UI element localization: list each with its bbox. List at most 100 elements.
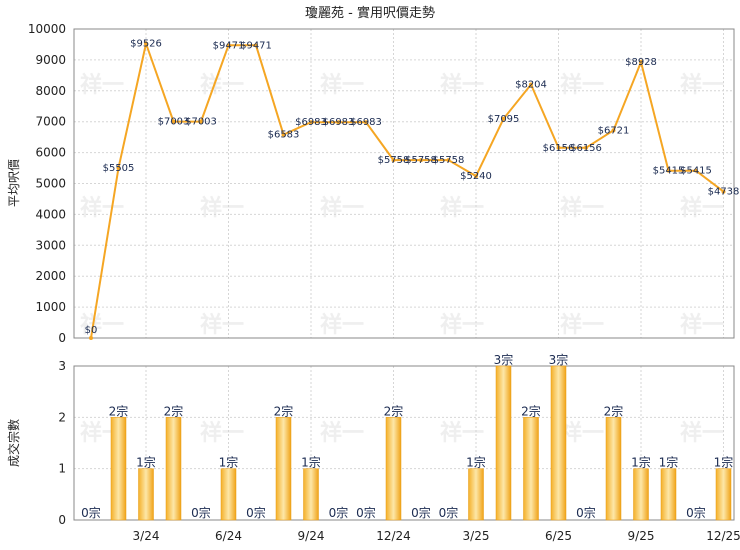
price-y-tick-label: 6000 xyxy=(35,146,66,160)
price-point-label: $6721 xyxy=(598,125,630,136)
count-bar xyxy=(633,468,649,521)
price-point xyxy=(501,116,506,121)
watermark-text: 祥一 xyxy=(200,312,244,338)
price-point-label: $5505 xyxy=(103,163,135,174)
price-y-tick-label: 4000 xyxy=(35,207,66,221)
price-y-tick-label: 5000 xyxy=(35,177,66,191)
x-tick-label: 3/25 xyxy=(463,529,490,543)
watermark-text: 祥一 xyxy=(200,195,244,221)
count-bar xyxy=(523,417,539,521)
x-tick-label: 12/25 xyxy=(706,529,740,543)
count-bar xyxy=(495,365,512,521)
price-point-label: $6156 xyxy=(570,143,602,154)
price-y-tick-label: 9000 xyxy=(35,53,66,67)
watermark-text: 祥一 xyxy=(440,420,484,446)
x-tick-label: 12/24 xyxy=(376,529,411,543)
count-bar-label: 1宗 xyxy=(631,455,651,470)
price-point-label: $5758 xyxy=(405,155,437,166)
count-bar-label: 1宗 xyxy=(136,455,156,470)
watermark-text: 祥一 xyxy=(320,72,364,98)
price-point xyxy=(474,174,478,179)
price-y-ticks: 0 1000 2000 3000 4000 5000 6000 7000 8000 9000 100… xyxy=(28,22,66,345)
price-point xyxy=(116,165,121,170)
count-bar-label: 1宗 xyxy=(714,455,734,470)
price-point xyxy=(226,43,231,48)
price-point xyxy=(419,158,423,163)
price-y-axis-label: 平均呎價 xyxy=(7,159,21,207)
price-gridlines xyxy=(74,29,734,338)
count-bar-label: 3宗 xyxy=(549,352,569,367)
count-bar xyxy=(110,417,127,521)
price-point xyxy=(391,158,396,163)
price-point-label: $5240 xyxy=(460,171,492,182)
watermark-text: 祥一 xyxy=(560,195,604,221)
price-point xyxy=(144,41,148,46)
price-y-tick-label: 2000 xyxy=(35,269,66,283)
x-tick-label: 6/24 xyxy=(215,529,242,543)
watermark-text: 祥一 xyxy=(200,72,244,98)
price-point-label: $9471 xyxy=(213,40,245,51)
watermark-text: 祥一 xyxy=(680,312,724,338)
price-point xyxy=(639,60,643,65)
price-point-label: $5758 xyxy=(378,155,410,166)
watermark-text: 祥一 xyxy=(680,195,724,221)
price-point xyxy=(721,189,726,194)
price-y-tick-label: 3000 xyxy=(35,238,66,252)
watermark-text: 祥一 xyxy=(80,72,124,98)
count-bar xyxy=(385,417,402,521)
count-bar xyxy=(605,417,622,521)
price-point-label: $4738 xyxy=(708,187,740,198)
count-y-ticks: 0 1 2 3 xyxy=(58,359,66,527)
price-point xyxy=(446,158,451,163)
watermark-text: 祥一 xyxy=(560,312,604,338)
price-point xyxy=(584,145,588,150)
count-bar-label: 2宗 xyxy=(109,403,129,418)
count-y-tick-label: 1 xyxy=(58,462,66,476)
price-point-label: $9471 xyxy=(240,40,272,51)
price-y-tick-label: 0 xyxy=(58,331,66,345)
price-point xyxy=(556,145,561,150)
price-point xyxy=(666,168,671,173)
watermark-text: 祥一 xyxy=(320,195,364,221)
count-bar-label: 2宗 xyxy=(604,403,624,418)
chart-title: 瓊麗苑 - 實用呎價走勢 xyxy=(305,5,435,21)
count-y-axis-label: 成交宗數 xyxy=(6,419,21,467)
price-point-label: $6983 xyxy=(295,117,327,128)
watermark-text: 祥一 xyxy=(440,72,484,98)
x-tick-label: 9/24 xyxy=(298,529,325,543)
watermark-text: 祥一 xyxy=(560,420,604,446)
price-point-label: $0 xyxy=(85,325,98,336)
price-point xyxy=(611,128,616,133)
count-bar-label: 3宗 xyxy=(494,352,514,367)
price-point-label: $8928 xyxy=(625,57,657,68)
count-y-tick-label: 2 xyxy=(58,410,66,424)
price-point-label: $5758 xyxy=(433,155,465,166)
count-bar-label: 1宗 xyxy=(659,455,679,470)
count-bar xyxy=(220,468,237,521)
price-y-tick-label: 1000 xyxy=(35,300,66,314)
count-bar xyxy=(275,417,292,521)
count-bar xyxy=(303,468,319,521)
price-point-label: $7095 xyxy=(488,114,520,125)
count-bar-label: 2宗 xyxy=(274,403,294,418)
count-bar-label: 0宗 xyxy=(439,505,459,520)
count-bar-label: 0宗 xyxy=(191,505,211,520)
count-bar-label: 1宗 xyxy=(219,455,239,470)
count-bar-labels: 0宗 2宗 1宗 2宗 0宗 1宗 0宗 2宗 1宗 0宗 0宗 2宗 0宗 0宗 1宗 3宗 2宗 3宗 0宗 2宗… xyxy=(81,352,733,520)
count-bars xyxy=(110,365,732,521)
price-point-label: $5415 xyxy=(653,166,685,177)
count-plot-frame xyxy=(73,365,735,521)
price-point xyxy=(336,120,341,125)
count-y-tick-label: 3 xyxy=(58,359,66,373)
price-point-label: $5415 xyxy=(680,166,712,177)
price-point-label: $6583 xyxy=(268,130,300,141)
price-y-tick-label: 7000 xyxy=(35,115,66,129)
price-point-labels: $0 $5505 $9526 $7003$7003 $9471$9471 $6583 $69… xyxy=(85,39,740,336)
count-bar xyxy=(660,468,677,521)
watermark-text: 祥一 xyxy=(440,195,484,221)
count-bar-label: 0宗 xyxy=(686,505,706,520)
price-point xyxy=(694,168,698,173)
